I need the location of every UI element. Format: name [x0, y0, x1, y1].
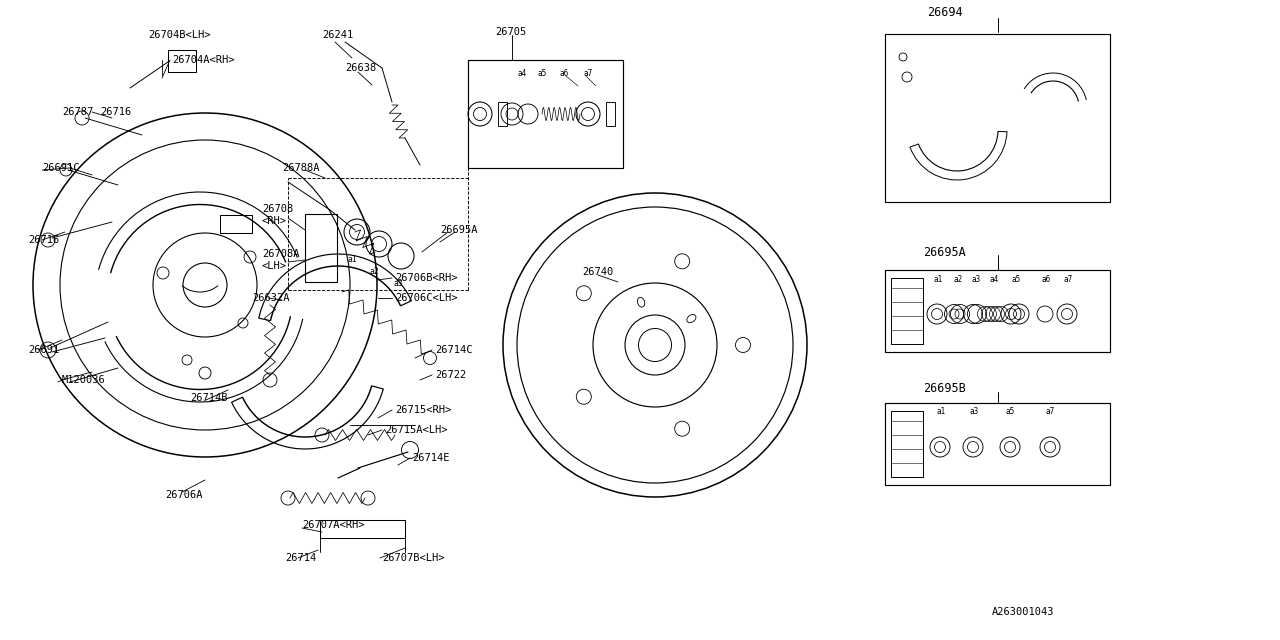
- Text: M120036: M120036: [61, 375, 106, 385]
- Text: 26695A: 26695A: [440, 225, 477, 235]
- Text: a5: a5: [538, 68, 548, 77]
- Bar: [320, 520, 404, 538]
- Text: 26706C<LH>: 26706C<LH>: [396, 293, 457, 303]
- Text: 26716: 26716: [28, 235, 59, 245]
- Text: a1: a1: [347, 255, 357, 264]
- Text: 26708
<RH>: 26708 <RH>: [262, 204, 293, 226]
- Bar: [884, 270, 1110, 352]
- Text: a2: a2: [954, 275, 963, 284]
- Text: a6: a6: [561, 68, 570, 77]
- Text: 26715<RH>: 26715<RH>: [396, 405, 452, 415]
- Text: 26695B: 26695B: [924, 381, 966, 394]
- Text: a3: a3: [393, 280, 403, 289]
- Text: a7: a7: [1046, 408, 1055, 417]
- Bar: [498, 102, 507, 126]
- Text: 26707B<LH>: 26707B<LH>: [381, 553, 444, 563]
- Text: 26707A<RH>: 26707A<RH>: [302, 520, 365, 530]
- Text: 26714B: 26714B: [189, 393, 228, 403]
- Text: 26708A
<LH>: 26708A <LH>: [262, 249, 300, 271]
- Text: 26704A<RH>: 26704A<RH>: [172, 55, 234, 65]
- Text: a5: a5: [1006, 408, 1015, 417]
- Text: a7: a7: [582, 68, 593, 77]
- Text: a4: a4: [989, 275, 998, 284]
- Bar: [884, 34, 1110, 202]
- Text: A263001043: A263001043: [992, 607, 1055, 617]
- Text: 26241: 26241: [323, 30, 353, 40]
- Bar: [168, 50, 196, 72]
- Text: 26714C: 26714C: [435, 345, 472, 355]
- Text: a2: a2: [369, 268, 379, 276]
- Text: 26638: 26638: [346, 63, 376, 73]
- Text: 26788A: 26788A: [282, 163, 320, 173]
- Text: a4: a4: [518, 68, 527, 77]
- Bar: [468, 60, 623, 168]
- Text: 26704B<LH>: 26704B<LH>: [148, 30, 210, 40]
- Text: 26722: 26722: [435, 370, 466, 380]
- Text: 26691C: 26691C: [42, 163, 79, 173]
- Bar: [220, 215, 252, 233]
- Bar: [884, 403, 1110, 485]
- Text: a1: a1: [933, 275, 942, 284]
- Text: 26714: 26714: [285, 553, 316, 563]
- Text: 26706B<RH>: 26706B<RH>: [396, 273, 457, 283]
- Text: 26706A: 26706A: [165, 490, 202, 500]
- Text: 26716: 26716: [100, 107, 132, 117]
- Text: 26715A<LH>: 26715A<LH>: [385, 425, 448, 435]
- Text: 26632A: 26632A: [252, 293, 289, 303]
- Text: 26714E: 26714E: [412, 453, 449, 463]
- Text: a3: a3: [969, 408, 978, 417]
- Text: 26691: 26691: [28, 345, 59, 355]
- Bar: [891, 278, 923, 344]
- Text: 26787: 26787: [61, 107, 93, 117]
- Text: a7: a7: [1062, 275, 1073, 284]
- Text: 26695A: 26695A: [924, 246, 966, 259]
- Text: 26694: 26694: [927, 6, 963, 19]
- Text: a5: a5: [1011, 275, 1020, 284]
- Bar: [891, 411, 923, 477]
- Bar: [605, 102, 614, 126]
- Text: a1: a1: [936, 408, 945, 417]
- Text: a6: a6: [1041, 275, 1051, 284]
- Text: 26705: 26705: [495, 27, 526, 37]
- Bar: [305, 214, 337, 282]
- Text: 26740: 26740: [582, 267, 613, 277]
- Text: a3: a3: [972, 275, 980, 284]
